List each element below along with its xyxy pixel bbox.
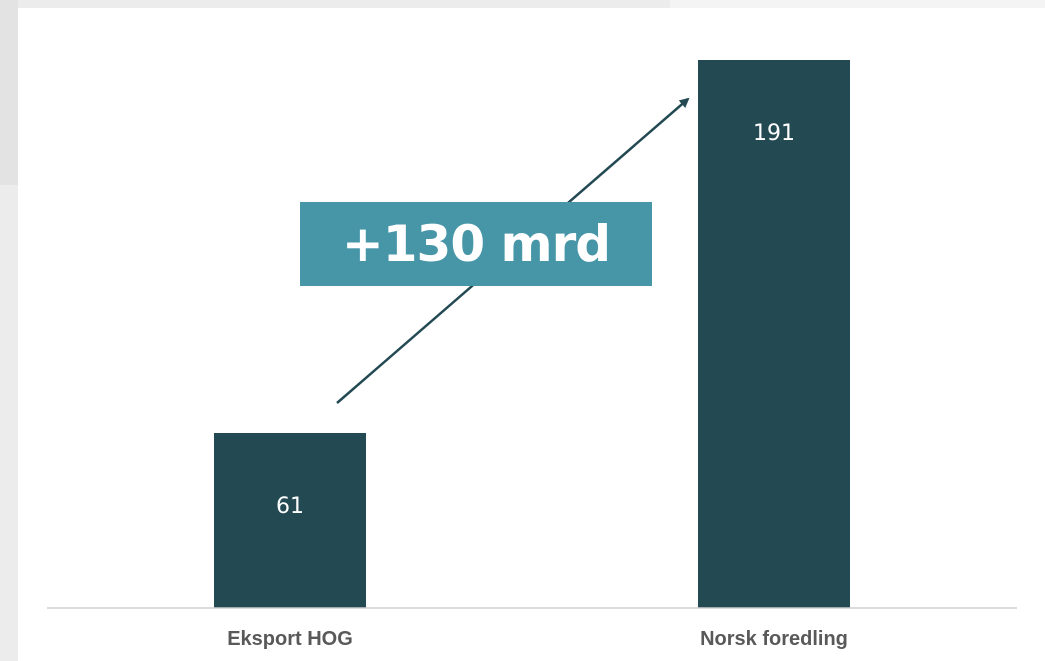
category-label-eksport-hog: Eksport HOG [227,628,353,650]
background-strip-top [0,0,1045,8]
data-label-eksport-hog: 61 [276,494,304,519]
bars-layer [214,60,850,608]
difference-annotation-box: +130 mrd [300,202,652,286]
background-strip-top-right [670,0,1045,8]
bar-eksport-hog [214,432,366,608]
background-strip-left-upper [0,0,18,185]
category-label-norsk-foredling: Norsk foredling [700,628,848,650]
difference-annotation-text: +130 mrd [341,215,611,273]
chart-plot-area [18,8,1045,661]
data-label-norsk-foredling: 191 [753,121,795,146]
labels-layer: 61 Eksport HOG 191 Norsk foredling [227,121,848,650]
bar-norsk-foredling [698,60,850,608]
